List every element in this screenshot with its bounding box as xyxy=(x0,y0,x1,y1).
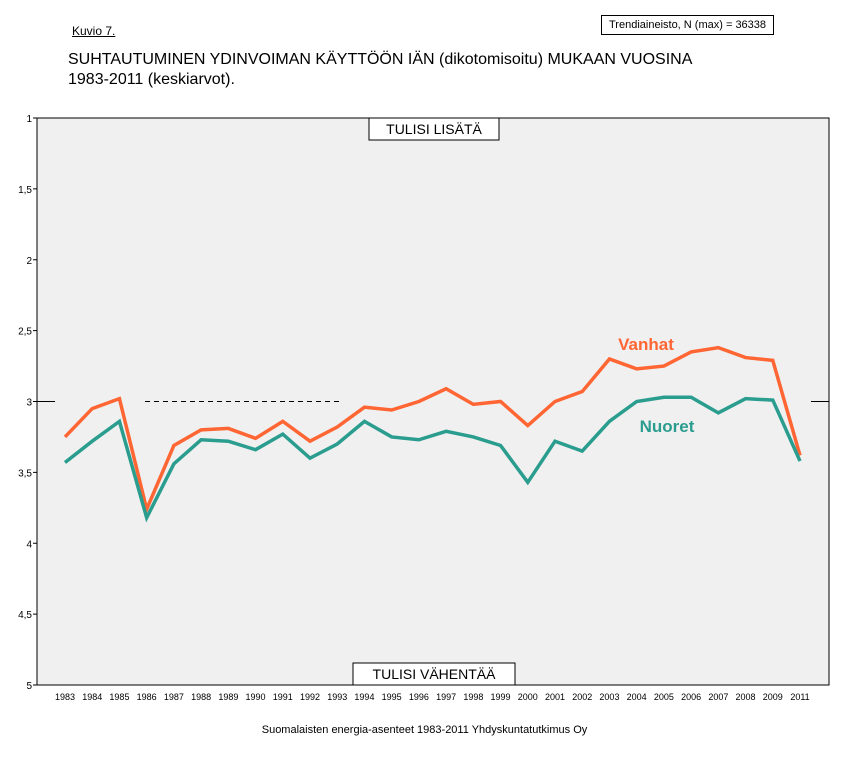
figure-label: Kuvio 7. xyxy=(72,24,116,38)
x-tick-label: 1991 xyxy=(273,692,293,702)
x-tick-label: 1994 xyxy=(354,692,374,702)
top-annotation-box xyxy=(368,117,500,141)
x-tick-label: 1984 xyxy=(82,692,102,702)
x-tick-label: 1990 xyxy=(246,692,266,702)
x-tick-label: 1992 xyxy=(300,692,320,702)
x-tick-label: 1999 xyxy=(491,692,511,702)
series-line-nuoret xyxy=(63,395,802,523)
x-tick-label: 2008 xyxy=(736,692,756,702)
y-tick-label: 2 xyxy=(26,256,32,267)
bottom-annotation: TULISI VÄHENTÄÄ xyxy=(373,666,497,682)
x-tick-label: 2004 xyxy=(627,692,647,702)
x-tick-label: 1987 xyxy=(164,692,184,702)
x-tick-label: 2002 xyxy=(572,692,592,702)
x-tick-label: 1993 xyxy=(327,692,347,702)
y-tick-label: 3 xyxy=(26,398,32,409)
x-tick-label: 2009 xyxy=(763,692,783,702)
footer-source: Suomalaisten energia-asenteet 1983-2011 … xyxy=(261,724,588,736)
x-tick-label: 1997 xyxy=(436,692,456,702)
y-tick-label: 5 xyxy=(26,681,32,692)
x-tick-label: 1989 xyxy=(218,692,238,702)
x-tick-label: 2006 xyxy=(681,692,701,702)
title-line-2: 1983-2011 (keskiarvot). xyxy=(68,71,235,88)
title-line-1: SUHTAUTUMINEN YDINVOIMAN KÄYTTÖÖN IÄN (d… xyxy=(68,51,693,68)
sample-size-box: Trendiaineisto, N (max) = 36338 xyxy=(601,15,775,35)
series-label-vanhat: Vanhat xyxy=(618,335,674,354)
x-tick-label: 2003 xyxy=(599,692,619,702)
x-tick-label: 1998 xyxy=(463,692,483,702)
x-tick-label: 1995 xyxy=(382,692,402,702)
chart-title: SUHTAUTUMINEN YDINVOIMAN KÄYTTÖÖN IÄN (d… xyxy=(68,50,808,90)
bottom-annotation-box xyxy=(352,662,516,686)
y-tick-label: 1,5 xyxy=(18,185,32,196)
x-tick-label: 1988 xyxy=(191,692,211,702)
x-tick-label: 2000 xyxy=(518,692,538,702)
x-tick-label: 2001 xyxy=(545,692,565,702)
x-tick-label: 1985 xyxy=(109,692,129,702)
x-tick-label: 1996 xyxy=(409,692,429,702)
y-tick-label: 3,5 xyxy=(18,468,32,479)
series-label-nuoret: Nuoret xyxy=(640,417,695,436)
x-tick-label: 2007 xyxy=(708,692,728,702)
x-tick-label: 1983 xyxy=(55,692,75,702)
series-line-vanhat xyxy=(63,345,802,515)
x-tick-label: 1986 xyxy=(137,692,157,702)
top-annotation: TULISI LISÄTÄ xyxy=(386,121,482,137)
y-tick-label: 2,5 xyxy=(18,327,32,338)
x-tick-label: 2011 xyxy=(790,692,809,702)
y-tick-label: 4,5 xyxy=(18,610,32,621)
y-tick-label: 4 xyxy=(26,539,32,550)
x-tick-label: 2005 xyxy=(654,692,674,702)
y-tick-label: 1 xyxy=(26,114,32,125)
